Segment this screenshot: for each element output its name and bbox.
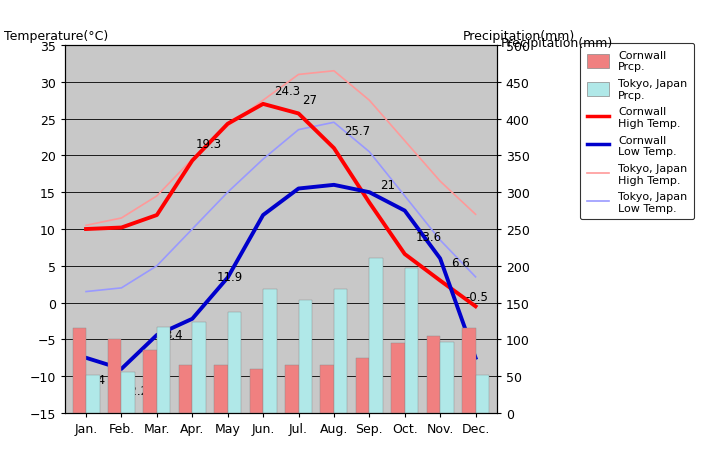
- Text: 13.6: 13.6: [415, 230, 441, 243]
- Bar: [356, 358, 369, 413]
- Text: 6.6: 6.6: [451, 257, 469, 270]
- Bar: [86, 375, 99, 413]
- Text: 3.4: 3.4: [164, 328, 183, 341]
- Text: 27: 27: [302, 94, 317, 107]
- Text: 24.3: 24.3: [274, 84, 300, 97]
- Bar: [475, 375, 489, 413]
- Bar: [108, 340, 122, 413]
- Text: -0.5: -0.5: [465, 290, 488, 303]
- Bar: [285, 365, 299, 413]
- Text: 21: 21: [380, 179, 395, 192]
- Text: 25.7: 25.7: [345, 125, 371, 138]
- Text: Temperature(°C): Temperature(°C): [4, 30, 109, 43]
- Text: 11.9: 11.9: [217, 271, 243, 284]
- Bar: [73, 329, 86, 413]
- Bar: [228, 313, 241, 413]
- Text: 19.3: 19.3: [196, 137, 222, 150]
- Bar: [299, 301, 312, 413]
- Bar: [192, 322, 206, 413]
- Bar: [369, 259, 383, 413]
- Text: Precipitation(mm): Precipitation(mm): [500, 37, 613, 50]
- Bar: [143, 351, 157, 413]
- Bar: [427, 336, 440, 413]
- Bar: [405, 269, 418, 413]
- Bar: [179, 365, 192, 413]
- Text: -2.2: -2.2: [125, 384, 148, 397]
- Bar: [157, 327, 171, 413]
- Bar: [440, 342, 454, 413]
- Bar: [215, 365, 228, 413]
- Bar: [250, 369, 263, 413]
- Bar: [320, 365, 334, 413]
- Text: Precipitation(mm): Precipitation(mm): [462, 30, 575, 43]
- Bar: [391, 343, 405, 413]
- Bar: [462, 329, 475, 413]
- Bar: [263, 290, 276, 413]
- Legend: Cornwall
Prcp., Tokyo, Japan
Prcp., Cornwall
High Temp., Cornwall
Low Temp., Tok: Cornwall Prcp., Tokyo, Japan Prcp., Corn…: [580, 44, 694, 220]
- Bar: [122, 372, 135, 413]
- Bar: [334, 290, 347, 413]
- Text: -4.4: -4.4: [83, 373, 106, 386]
